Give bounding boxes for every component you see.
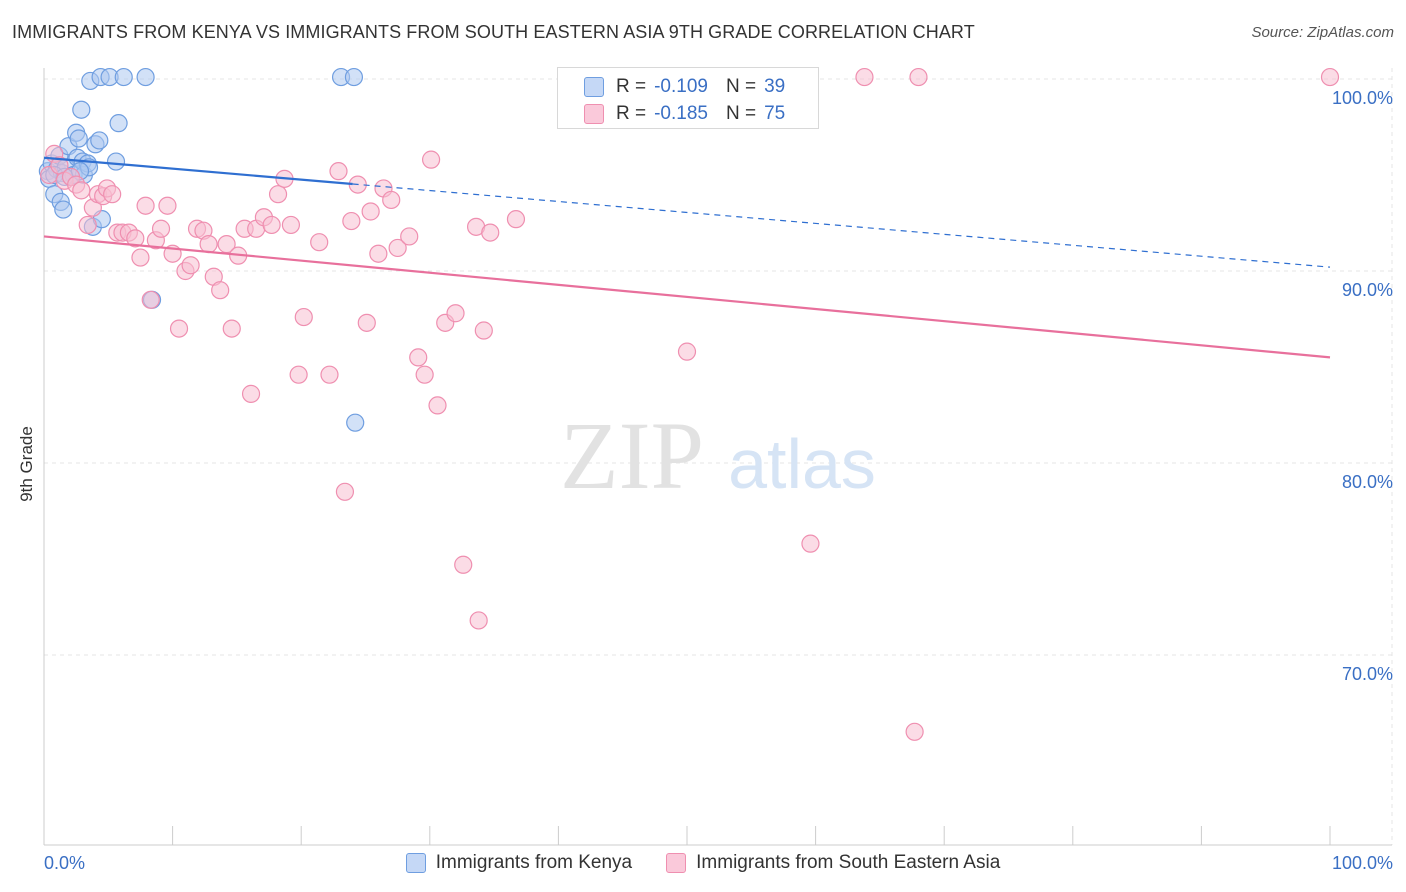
n-label: N = (725, 103, 757, 124)
data-point-sea[interactable] (136, 196, 155, 215)
legend-label-sea: Immigrants from South Eastern Asia (696, 852, 1001, 873)
data-point-sea[interactable] (141, 290, 160, 309)
data-point-kenya[interactable] (69, 129, 88, 148)
data-point-kenya[interactable] (109, 114, 128, 133)
data-point-sea[interactable] (369, 244, 388, 263)
data-point-sea[interactable] (454, 555, 473, 574)
stats-row-kenya: R = -0.109 N = 39 (584, 74, 785, 100)
data-point-sea[interactable] (677, 342, 697, 361)
axis-layer (43, 68, 1392, 846)
data-point-sea[interactable] (421, 150, 441, 169)
legend-label-kenya: Immigrants from Kenya (435, 852, 633, 873)
legend-item-kenya[interactable]: Immigrants from Kenya (405, 852, 633, 874)
trend-line-sea (43, 235, 1331, 359)
data-point-sea[interactable] (409, 348, 428, 367)
sea-swatch (584, 104, 604, 124)
watermark-atlas: atlas (728, 425, 876, 503)
data-point-sea[interactable] (1320, 67, 1340, 87)
data-point-sea[interactable] (905, 722, 924, 741)
x-tick-label-max: 100.0% (1332, 853, 1393, 873)
data-point-sea[interactable] (222, 319, 241, 338)
data-point-kenya[interactable] (72, 100, 91, 119)
data-point-sea[interactable] (909, 67, 928, 87)
data-point-kenya[interactable] (136, 67, 155, 87)
data-point-sea[interactable] (103, 185, 122, 204)
data-point-sea[interactable] (801, 534, 820, 553)
data-point-sea[interactable] (388, 238, 407, 258)
data-point-sea[interactable] (357, 313, 376, 332)
legend-swatch-sea (666, 853, 687, 873)
data-point-kenya[interactable] (346, 413, 365, 432)
data-point-sea[interactable] (320, 365, 339, 384)
data-point-sea[interactable] (181, 256, 200, 275)
data-point-sea[interactable] (474, 321, 493, 340)
n-value: 39 (764, 76, 786, 97)
points-layer (38, 67, 1340, 741)
n-label: N = (725, 76, 757, 97)
trend-line-kenya (43, 156, 353, 186)
data-point-sea[interactable] (289, 365, 308, 384)
data-point-sea[interactable] (481, 223, 500, 242)
bottom-legend: Immigrants from Kenya Immigrants from So… (0, 852, 1406, 874)
data-point-sea[interactable] (199, 235, 218, 254)
n-value: 75 (764, 103, 786, 124)
data-point-sea[interactable] (262, 215, 281, 235)
grid-layer (44, 68, 1393, 845)
r-value: -0.185 (654, 103, 708, 124)
data-point-sea[interactable] (415, 365, 434, 384)
data-point-sea[interactable] (72, 181, 91, 200)
data-point-sea[interactable] (382, 190, 401, 210)
data-point-sea[interactable] (310, 233, 329, 252)
stats-legend: R = -0.109 N = 39 R = -0.185 N = 75 (557, 67, 819, 129)
x-tick-label-min: 0.0% (44, 853, 85, 873)
data-point-kenya[interactable] (344, 67, 364, 87)
data-point-sea[interactable] (241, 384, 261, 403)
data-point-sea[interactable] (400, 227, 419, 246)
data-point-sea[interactable] (506, 210, 526, 229)
series-sea (40, 67, 1340, 741)
legend-swatch-kenya (405, 853, 426, 873)
r-label: R = (616, 76, 647, 97)
data-point-sea[interactable] (131, 248, 150, 267)
kenya-swatch (584, 77, 604, 97)
r-value: -0.109 (654, 76, 708, 97)
data-point-sea[interactable] (169, 319, 189, 338)
data-point-sea[interactable] (151, 219, 171, 238)
data-point-kenya[interactable] (90, 131, 109, 150)
y-tick-label: 70.0% (1342, 664, 1393, 684)
label-layer: 100.0% 90.0% 80.0% 70.0% 0.0% 100.0% (44, 88, 1393, 873)
stats-row-sea: R = -0.185 N = 75 (584, 101, 785, 127)
y-tick-label: 80.0% (1342, 472, 1393, 492)
chart-title: IMMIGRANTS FROM KENYA VS IMMIGRANTS FROM… (12, 22, 975, 42)
trend-line-extension-kenya (352, 183, 1331, 268)
data-point-sea[interactable] (211, 281, 230, 300)
data-point-sea[interactable] (855, 67, 874, 87)
data-point-kenya[interactable] (106, 152, 126, 171)
data-point-sea[interactable] (329, 162, 348, 181)
data-point-kenya[interactable] (54, 200, 73, 219)
r-label: R = (616, 103, 647, 124)
watermark: ZIP atlas (560, 402, 876, 509)
data-point-sea[interactable] (126, 229, 145, 248)
data-point-sea[interactable] (281, 215, 301, 235)
y-tick-label: 100.0% (1332, 88, 1393, 108)
y-tick-label: 90.0% (1342, 280, 1393, 300)
legend-item-sea[interactable]: Immigrants from South Eastern Asia (666, 852, 1000, 874)
data-point-sea[interactable] (294, 307, 313, 327)
data-point-sea[interactable] (342, 211, 361, 231)
watermark-zip: ZIP (560, 402, 704, 509)
data-point-sea[interactable] (158, 196, 177, 215)
data-point-sea[interactable] (446, 304, 465, 323)
trend-layer (43, 156, 1331, 359)
data-point-sea[interactable] (78, 215, 97, 235)
data-point-sea[interactable] (361, 202, 380, 221)
chart-source: Source: ZipAtlas.com (1251, 24, 1394, 41)
data-point-sea[interactable] (469, 611, 488, 630)
data-point-sea[interactable] (335, 482, 355, 501)
data-point-kenya[interactable] (114, 67, 133, 87)
data-point-sea[interactable] (268, 185, 288, 204)
y-axis-title: 9th Grade (17, 426, 36, 502)
data-point-sea[interactable] (428, 396, 447, 415)
